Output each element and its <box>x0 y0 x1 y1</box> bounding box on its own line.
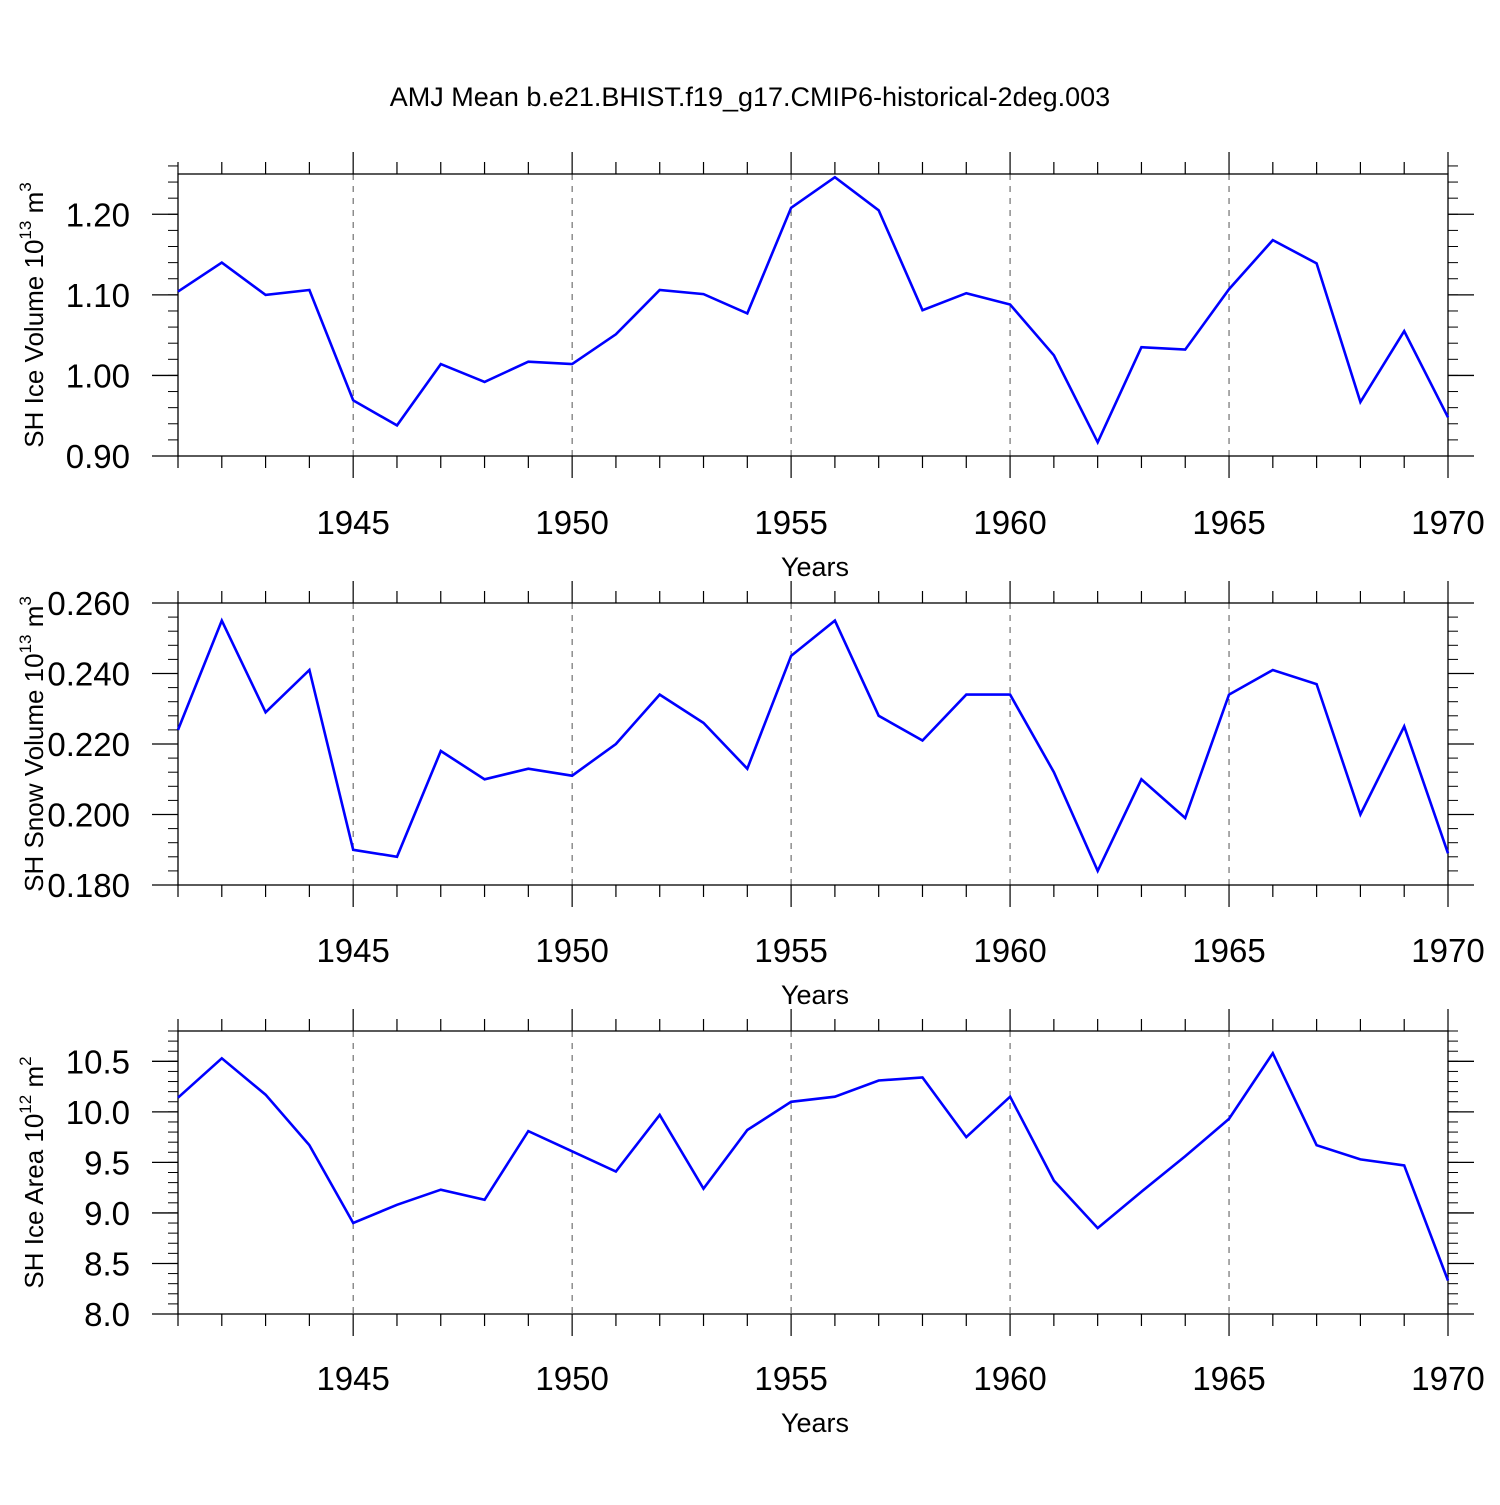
x-tick-label: 1965 <box>1192 1360 1265 1397</box>
x-tick-label: 1970 <box>1411 504 1484 541</box>
x-tick-label: 1955 <box>754 1360 827 1397</box>
y-axis-label-exponent: 3 <box>16 596 35 605</box>
x-axis-label: Years <box>781 980 849 1010</box>
y-tick-label: 8.5 <box>84 1245 130 1282</box>
figure-title: AMJ Mean b.e21.BHIST.f19_g17.CMIP6-histo… <box>389 82 1111 112</box>
y-tick-label: 0.200 <box>47 797 130 834</box>
y-axis-label-part: m <box>19 1066 49 1095</box>
y-tick-label: 8.0 <box>84 1296 130 1333</box>
y-tick-label: 0.220 <box>47 726 130 763</box>
y-tick-label: 0.180 <box>47 867 130 904</box>
x-axis-label: Years <box>781 1408 849 1438</box>
y-axis-label-exponent: 13 <box>16 221 35 240</box>
panel-1: 0.90 1.00 1.10 1.20 1945 1950 1955 1960 1965 1970… <box>16 152 1485 582</box>
x-tick-label: 1960 <box>973 504 1046 541</box>
y-axis-label-exponent: 2 <box>16 1056 35 1065</box>
y-axis-label: SH Snow Volume 1013 m3 <box>16 596 49 892</box>
y-axis-label-exponent: 3 <box>16 182 35 191</box>
plot-frame <box>177 173 1449 457</box>
x-tick-label: 1945 <box>316 504 389 541</box>
x-tick-label: 1960 <box>973 1360 1046 1397</box>
x-tick-label: 1965 <box>1192 932 1265 969</box>
y-tick-label: 0.260 <box>47 585 130 622</box>
x-tick-label: 1950 <box>535 932 608 969</box>
x-tick-label: 1970 <box>1411 932 1484 969</box>
y-axis-label-part: SH Ice Area 10 <box>19 1114 49 1289</box>
x-tick-label: 1955 <box>754 932 827 969</box>
y-axis-label-exponent: 12 <box>16 1095 35 1114</box>
y-axis-label: SH Ice Volume 1013 m3 <box>16 182 49 447</box>
y-tick-label: 1.10 <box>66 277 130 314</box>
series-line <box>177 1050 1450 1282</box>
x-tick-label: 1950 <box>535 504 608 541</box>
plot-frame <box>177 602 1449 886</box>
y-axis-label-part: m <box>19 606 49 635</box>
panel-2: 0.180 0.200 0.220 0.240 0.260 1945 1950 1955 196… <box>16 581 1485 1010</box>
y-tick-label: 1.00 <box>66 357 130 394</box>
y-axis-label: SH Ice Area 1012 m2 <box>16 1056 49 1288</box>
x-axis-label: Years <box>781 552 849 582</box>
x-tick-label: 1950 <box>535 1360 608 1397</box>
y-axis-label-exponent: 13 <box>16 634 35 653</box>
y-tick-label: 1.20 <box>66 196 130 233</box>
series-line <box>176 617 1450 875</box>
y-tick-label: 0.240 <box>47 656 130 693</box>
y-tick-label: 10.5 <box>66 1043 130 1080</box>
panel-3: 8.0 8.5 9.0 9.5 10.0 10.5 1945 1950 1955 1960 1965… <box>16 1009 1485 1438</box>
x-tick-label: 1970 <box>1411 1360 1484 1397</box>
y-tick-label: 10.0 <box>66 1094 130 1131</box>
plot-frame <box>177 1030 1449 1315</box>
y-tick-label: 9.0 <box>84 1195 130 1232</box>
y-tick-label: 0.90 <box>66 438 130 475</box>
x-tick-label: 1945 <box>316 932 389 969</box>
y-axis-label-part: SH Ice Volume 10 <box>19 240 49 448</box>
series-line <box>177 175 1450 446</box>
x-tick-label: 1965 <box>1192 504 1265 541</box>
x-tick-label: 1955 <box>754 504 827 541</box>
x-tick-label: 1960 <box>973 932 1046 969</box>
y-axis-label-part: m <box>19 192 49 221</box>
x-tick-label: 1945 <box>316 1360 389 1397</box>
y-tick-label: 9.5 <box>84 1144 130 1181</box>
y-axis-label-part: SH Snow Volume 10 <box>19 653 49 891</box>
